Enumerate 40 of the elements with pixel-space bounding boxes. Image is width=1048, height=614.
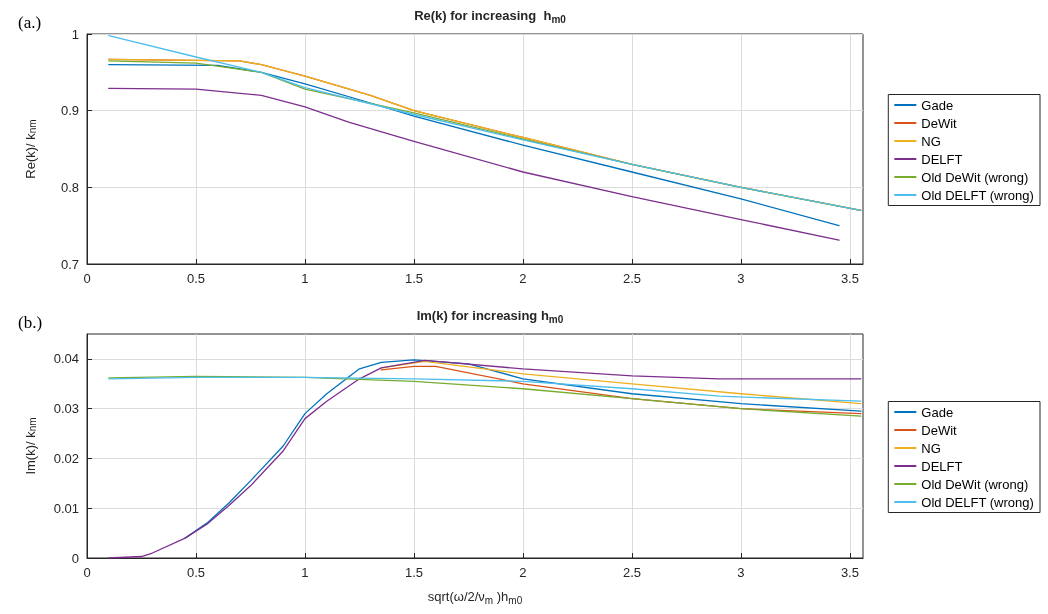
x-tick-label: 2.5 xyxy=(622,271,641,286)
legend-label: DeWit xyxy=(921,115,958,131)
y-tick-label: 0.8 xyxy=(60,179,79,195)
legend-label: DELFT xyxy=(921,458,963,474)
x-tick-label: 1.5 xyxy=(404,271,424,286)
x-tick-label: 3 xyxy=(737,271,745,286)
x-tick-label: 2.5 xyxy=(622,565,641,580)
y-tick-label: 1 xyxy=(71,26,79,42)
legend-label: NG xyxy=(921,133,941,149)
legend-label: Old DeWit (wrong) xyxy=(921,169,1029,185)
x-tick-label: 3.5 xyxy=(840,271,859,286)
y-tick-label: 0.03 xyxy=(53,401,79,417)
legend-label: Gade xyxy=(921,404,954,420)
text: (b.) xyxy=(18,313,43,332)
y-tick-label: 0.04 xyxy=(53,351,79,367)
x-tick-label: 1 xyxy=(301,271,309,286)
legend-label: Old DELFT (wrong) xyxy=(921,187,1034,203)
legend-label: Old DELFT (wrong) xyxy=(921,494,1034,510)
y-tick-label: 0 xyxy=(71,550,79,566)
legend-label: DeWit xyxy=(921,422,958,438)
x-tick-label: 1.5 xyxy=(404,565,424,580)
x-tick-label: 0.5 xyxy=(186,271,206,286)
y-tick-label: 0.7 xyxy=(60,256,79,272)
x-tick-label: 2 xyxy=(519,565,527,580)
x-tick-label: 1 xyxy=(301,565,309,580)
legend-label: Gade xyxy=(921,97,954,113)
text: (a.) xyxy=(18,13,42,32)
y-tick-label: 0.01 xyxy=(53,500,79,516)
y-tick-label: 0.02 xyxy=(53,450,79,466)
legend-label: DELFT xyxy=(921,151,963,167)
y-axis-title: Re(k)/ knm xyxy=(23,119,38,179)
x-tick-label: 3.5 xyxy=(840,565,859,580)
x-tick-label: 0 xyxy=(83,565,91,580)
y-tick-label: 0.9 xyxy=(60,103,79,119)
x-tick-label: 0.5 xyxy=(186,565,206,580)
legend-label: NG xyxy=(921,440,941,456)
x-tick-label: 0 xyxy=(83,271,91,286)
legend-label: Old DeWit (wrong) xyxy=(921,476,1029,492)
x-tick-label: 3 xyxy=(737,565,745,580)
x-tick-label: 2 xyxy=(519,271,527,286)
